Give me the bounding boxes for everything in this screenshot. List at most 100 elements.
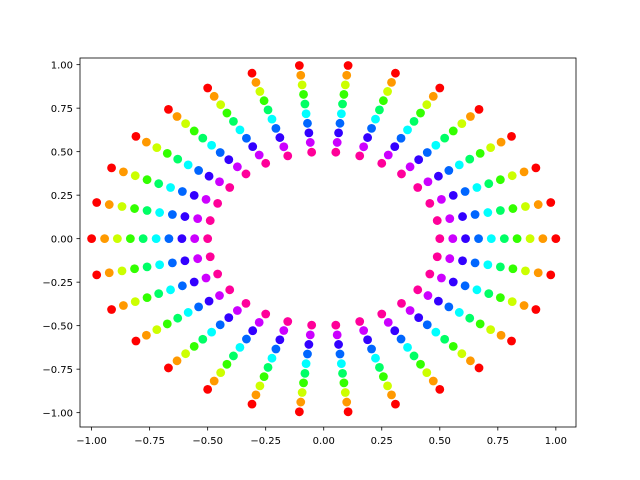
data-point: [486, 325, 496, 335]
data-point: [255, 381, 265, 391]
data-point: [181, 349, 191, 359]
data-point: [343, 407, 353, 417]
data-point: [383, 317, 393, 327]
data-point: [405, 162, 415, 172]
data-point: [533, 200, 543, 209]
data-point: [215, 291, 224, 300]
data-point: [222, 108, 232, 118]
data-point: [339, 378, 349, 388]
data-point: [92, 270, 102, 280]
data-point: [229, 351, 238, 361]
x-tick-label: 0.75: [487, 436, 509, 447]
data-point: [507, 171, 517, 181]
data-point: [267, 114, 277, 124]
data-point: [359, 142, 369, 152]
data-point: [448, 277, 458, 287]
data-point: [130, 297, 140, 307]
data-point: [371, 114, 380, 124]
data-point: [305, 330, 315, 340]
data-point: [377, 309, 387, 319]
data-point: [172, 112, 182, 121]
data-point: [409, 351, 419, 361]
x-tick-label: −0.50: [192, 436, 223, 447]
data-point: [294, 407, 304, 417]
data-point: [336, 359, 346, 368]
data-point: [413, 285, 423, 295]
data-point: [440, 133, 450, 143]
data-point: [207, 140, 217, 150]
data-point: [396, 133, 406, 143]
data-point: [413, 183, 423, 192]
data-point: [495, 206, 505, 215]
data-point: [271, 344, 281, 354]
data-point: [198, 334, 208, 344]
data-point: [355, 151, 365, 161]
data-point: [378, 96, 388, 106]
data-point: [251, 78, 261, 87]
data-point: [100, 234, 110, 244]
data-point: [359, 326, 369, 335]
data-point: [141, 137, 151, 147]
data-point: [189, 126, 199, 136]
data-point: [428, 376, 438, 386]
data-point: [130, 264, 139, 274]
data-point: [162, 319, 172, 329]
data-point: [164, 104, 173, 114]
data-point: [508, 204, 518, 213]
data-point: [180, 212, 190, 221]
data-point: [131, 131, 141, 141]
data-point: [367, 344, 376, 354]
data-point: [507, 336, 516, 346]
data-point: [448, 190, 458, 200]
data-point: [222, 359, 232, 369]
data-point: [201, 194, 211, 204]
data-point: [448, 126, 458, 136]
data-point: [334, 340, 343, 349]
data-point: [190, 234, 200, 244]
data-point: [180, 256, 190, 266]
data-point: [205, 252, 215, 262]
data-point: [383, 381, 392, 391]
axes-frame: [79, 57, 577, 428]
data-point: [484, 289, 494, 299]
data-point: [193, 214, 203, 224]
data-point: [390, 326, 400, 336]
data-point: [343, 61, 353, 70]
x-tick-label: 0.50: [429, 436, 451, 447]
data-point: [507, 131, 516, 141]
data-point: [271, 123, 281, 133]
data-point: [525, 234, 535, 244]
data-point: [183, 308, 193, 317]
data-point: [551, 234, 561, 244]
data-point: [403, 343, 412, 352]
data-point: [414, 155, 424, 165]
data-point: [445, 214, 455, 224]
data-point: [355, 317, 365, 326]
data-point: [229, 116, 238, 126]
data-point: [454, 308, 464, 317]
data-point: [495, 175, 505, 185]
x-tick-label: 0.25: [371, 436, 393, 447]
data-point: [275, 335, 285, 345]
data-point: [474, 104, 484, 114]
data-point: [255, 87, 265, 96]
data-point: [194, 302, 204, 312]
data-point: [340, 388, 350, 397]
data-point: [155, 260, 165, 270]
data-point: [207, 327, 217, 337]
data-point: [342, 70, 352, 80]
data-point: [216, 368, 226, 378]
data-point: [331, 147, 341, 157]
data-point: [119, 167, 128, 177]
data-point: [164, 234, 174, 244]
data-point: [496, 330, 506, 340]
data-point: [279, 142, 289, 152]
data-point: [173, 154, 183, 164]
data-point: [445, 254, 455, 264]
data-point: [533, 268, 543, 278]
data-point: [440, 334, 450, 344]
data-point: [204, 296, 214, 306]
y-tick-label: −0.50: [42, 321, 73, 332]
data-point: [383, 87, 392, 96]
